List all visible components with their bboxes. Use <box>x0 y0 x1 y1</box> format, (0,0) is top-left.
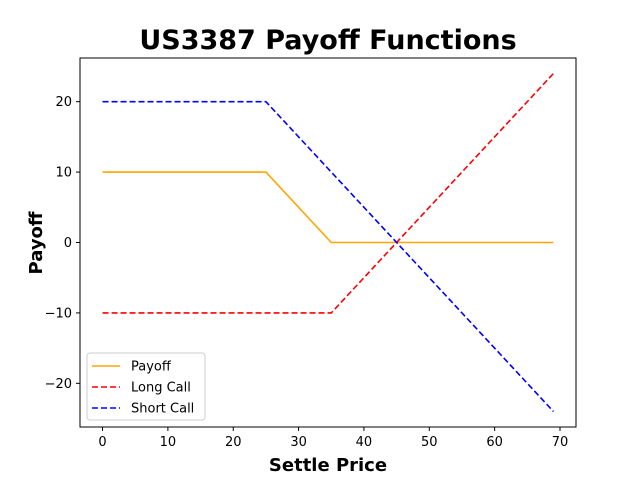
x-tick-label: 50 <box>421 435 438 450</box>
series-line-long-call <box>102 72 555 314</box>
y-tick-label: 0 <box>64 236 72 251</box>
x-tick-label: 10 <box>160 435 177 450</box>
series-layer <box>102 72 555 413</box>
legend-label: Long Call <box>131 381 191 396</box>
x-tick-label: 40 <box>356 435 373 450</box>
x-tick-label: 0 <box>98 435 106 450</box>
y-axis-ticks: −20 −10 0 10 20 <box>45 95 80 392</box>
x-tick-label: 20 <box>225 435 242 450</box>
chart-title: US3387 Payoff Functions <box>139 25 516 56</box>
x-tick-label: 60 <box>486 435 503 450</box>
x-tick-label: 70 <box>552 435 569 450</box>
series-line-payoff <box>102 171 554 244</box>
legend-label: Payoff <box>131 360 172 375</box>
x-axis-ticks: 0 10 20 30 40 50 60 70 <box>98 427 568 450</box>
x-axis-label: Settle Price <box>269 455 387 476</box>
legend-box <box>86 352 206 421</box>
y-tick-label: 20 <box>55 95 72 110</box>
series-line-short-call <box>102 100 555 413</box>
y-tick-label: −20 <box>45 377 72 392</box>
legend-label: Short Call <box>131 402 194 417</box>
y-tick-label: 10 <box>55 166 72 181</box>
y-axis-label: Payoff <box>26 211 47 274</box>
x-tick-label: 30 <box>290 435 307 450</box>
legend: Payoff Long Call Short Call <box>86 352 206 421</box>
y-tick-label: −10 <box>45 306 72 321</box>
